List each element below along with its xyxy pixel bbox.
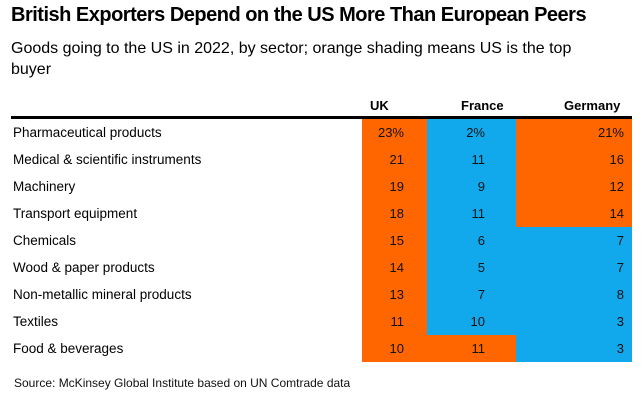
- cell-bg-france: [427, 281, 516, 308]
- value-france: 2%: [466, 125, 485, 140]
- value-germany: 8: [616, 287, 624, 302]
- cell-bg-uk: [362, 173, 427, 200]
- value-france: 9: [477, 179, 485, 194]
- cell-bg-germany: [516, 200, 632, 227]
- value-france: 11: [471, 152, 486, 167]
- value-france: 5: [477, 260, 485, 275]
- cell-bg-germany: [516, 119, 632, 146]
- chart-title: British Exporters Depend on the US More …: [11, 4, 587, 26]
- value-uk: 23%: [377, 125, 404, 140]
- cell-bg-france: [427, 200, 516, 227]
- value-france: 11: [471, 341, 486, 356]
- value-uk: 11: [390, 314, 405, 329]
- sector-label: Transport equipment: [13, 206, 138, 221]
- cell-bg-france: [427, 335, 516, 362]
- sector-label: Chemicals: [13, 233, 77, 248]
- cell-bg-uk: [362, 146, 427, 173]
- sector-label: Machinery: [13, 179, 76, 194]
- value-uk: 13: [389, 287, 404, 302]
- header-rule: [11, 116, 632, 119]
- cell-bg-germany: [516, 335, 632, 362]
- value-germany: 7: [616, 260, 624, 275]
- value-france: 6: [477, 233, 485, 248]
- value-germany: 16: [609, 152, 624, 167]
- sector-label: Non-metallic mineral products: [13, 287, 192, 302]
- cell-bg-france: [427, 173, 516, 200]
- cell-bg-germany: [516, 173, 632, 200]
- value-uk: 19: [389, 179, 404, 194]
- value-germany: 12: [609, 179, 624, 194]
- sector-label: Food & beverages: [13, 341, 124, 356]
- value-uk: 15: [389, 233, 404, 248]
- cell-bg-germany: [516, 227, 632, 254]
- chart-subtitle: Goods going to the US in 2022, by sector…: [11, 40, 572, 78]
- value-uk: 14: [389, 260, 404, 275]
- sector-label: Textiles: [13, 314, 59, 329]
- value-uk: 18: [389, 206, 404, 221]
- value-germany: 3: [616, 314, 624, 329]
- cell-bg-france: [427, 308, 516, 335]
- cell-bg-germany: [516, 281, 632, 308]
- value-france: 10: [470, 314, 485, 329]
- cell-bg-france: [427, 254, 516, 281]
- sector-label: Wood & paper products: [13, 260, 155, 275]
- cell-bg-france: [427, 227, 516, 254]
- value-germany: 21%: [597, 125, 624, 140]
- cell-bg-uk: [362, 308, 427, 335]
- value-uk: 10: [389, 341, 404, 356]
- cell-bg-uk: [362, 200, 427, 227]
- sector-label: Medical & scientific instruments: [13, 152, 202, 167]
- column-header-germany: Germany: [564, 98, 621, 113]
- sector-label: Pharmaceutical products: [13, 125, 162, 140]
- cell-bg-uk: [362, 227, 427, 254]
- cell-bg-germany: [516, 308, 632, 335]
- cell-bg-uk: [362, 119, 427, 146]
- cell-bg-germany: [516, 254, 632, 281]
- column-header-uk: UK: [370, 98, 389, 113]
- cell-bg-uk: [362, 281, 427, 308]
- cell-bg-france: [427, 119, 516, 146]
- value-uk: 21: [389, 152, 404, 167]
- cell-bg-germany: [516, 146, 632, 173]
- cell-bg-uk: [362, 254, 427, 281]
- value-france: 11: [471, 206, 486, 221]
- column-header-france: France: [461, 98, 504, 113]
- value-germany: 3: [616, 341, 624, 356]
- source-note: Source: McKinsey Global Institute based …: [14, 376, 351, 390]
- value-france: 7: [477, 287, 485, 302]
- value-germany: 14: [609, 206, 624, 221]
- cell-bg-france: [427, 146, 516, 173]
- cell-bg-uk: [362, 335, 427, 362]
- value-germany: 7: [616, 233, 624, 248]
